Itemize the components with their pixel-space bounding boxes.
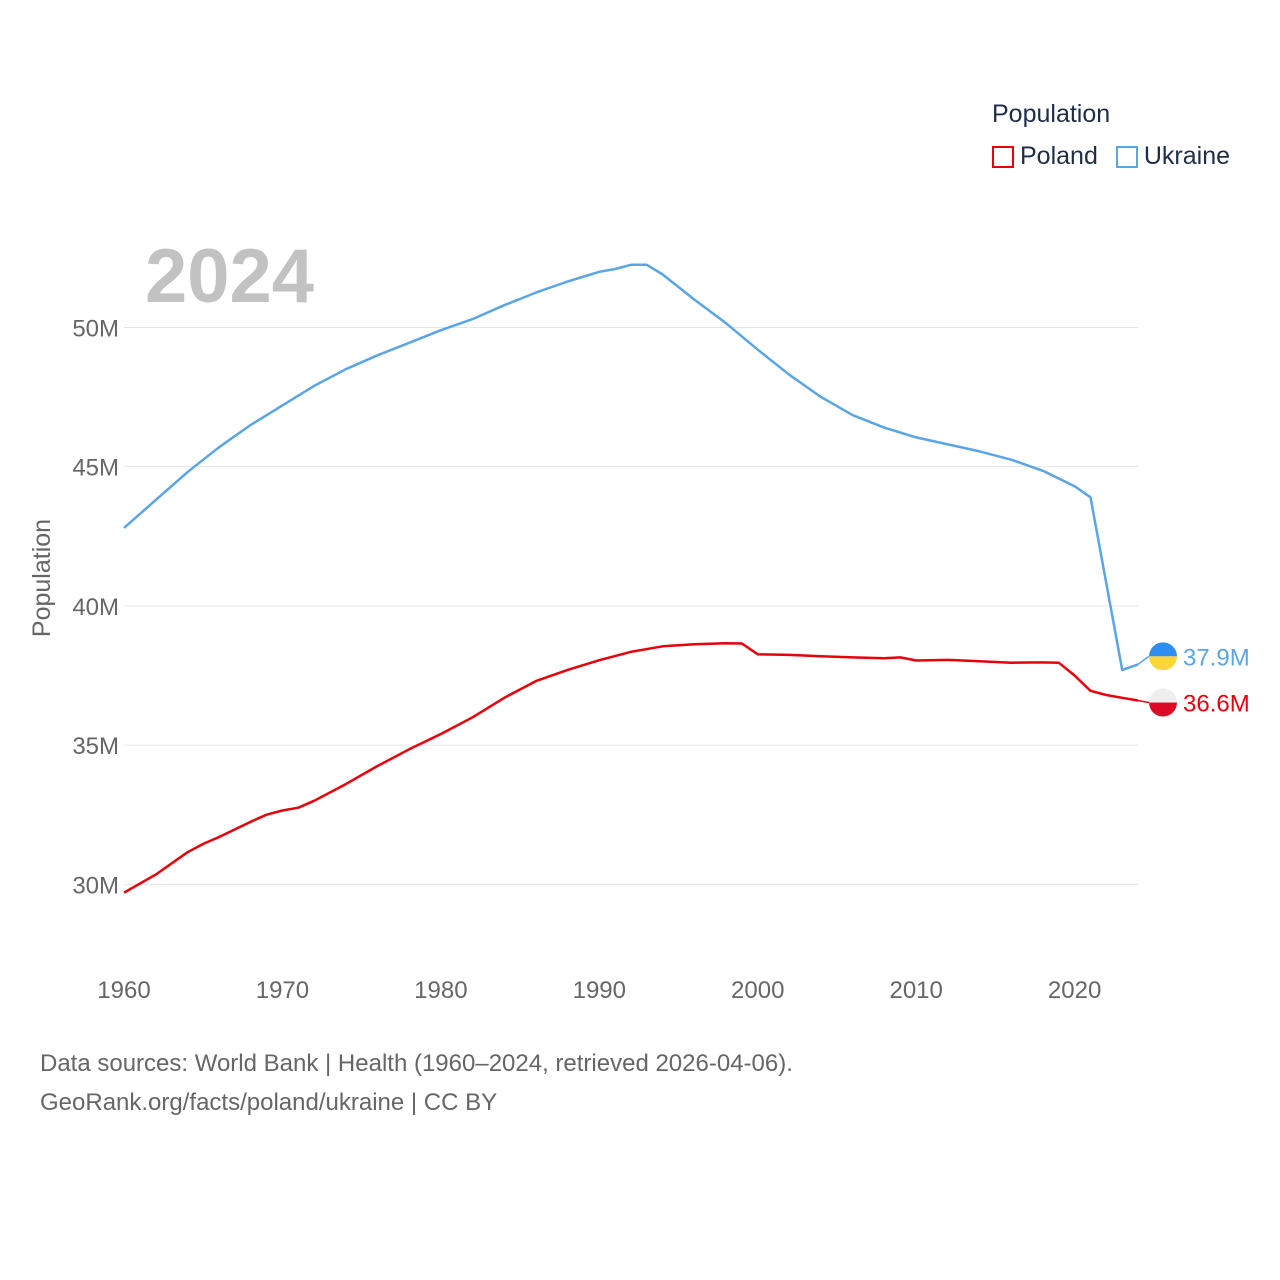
legend-label-poland: Poland xyxy=(1020,142,1098,170)
year-watermark: 2024 xyxy=(145,234,314,319)
x-tick-label: 2000 xyxy=(731,977,784,1004)
legend-item-poland[interactable]: Poland xyxy=(992,142,1098,171)
y-axis-title: Population xyxy=(28,519,56,637)
x-tick-label: 1980 xyxy=(414,977,467,1004)
y-tick-label: 30M xyxy=(72,872,119,899)
end-connector-poland xyxy=(1137,699,1150,704)
legend-item-ukraine[interactable]: Ukraine xyxy=(1115,142,1231,171)
footer: Data sources: World Bank | Health (1960–… xyxy=(40,1044,793,1122)
y-tick-label: 45M xyxy=(72,455,119,482)
end-value-label-poland: 36.6M xyxy=(1183,691,1250,718)
y-tick-label: 50M xyxy=(72,315,119,342)
y-tick-label: 40M xyxy=(72,594,119,621)
x-tick-label: 2020 xyxy=(1048,977,1101,1004)
poland-flag-icon xyxy=(1149,688,1177,717)
series-line-ukraine[interactable] xyxy=(123,263,1139,672)
x-tick-label: 1970 xyxy=(256,977,309,1004)
legend-swatch-poland xyxy=(992,145,1014,168)
y-tick-label: 35M xyxy=(72,733,119,760)
x-tick-label: 1990 xyxy=(573,977,626,1004)
x-tick-label: 1960 xyxy=(97,977,150,1004)
ukraine-flag-icon xyxy=(1149,642,1177,671)
legend-label-ukraine: Ukraine xyxy=(1143,142,1231,170)
legend-title: Population xyxy=(992,100,1111,128)
source-link[interactable]: GeoRank.org/facts/poland/ukraine | CC BY xyxy=(40,1089,498,1116)
legend-swatch-ukraine xyxy=(1115,145,1138,168)
x-tick-label: 2010 xyxy=(889,977,942,1004)
end-value-label-ukraine: 37.9M xyxy=(1183,644,1250,671)
series-line-poland[interactable] xyxy=(123,641,1139,894)
legend: Poland Ukraine xyxy=(992,142,1230,171)
source-note: Data sources: World Bank | Health (1960–… xyxy=(40,1050,793,1077)
end-connector-ukraine xyxy=(1137,655,1150,665)
